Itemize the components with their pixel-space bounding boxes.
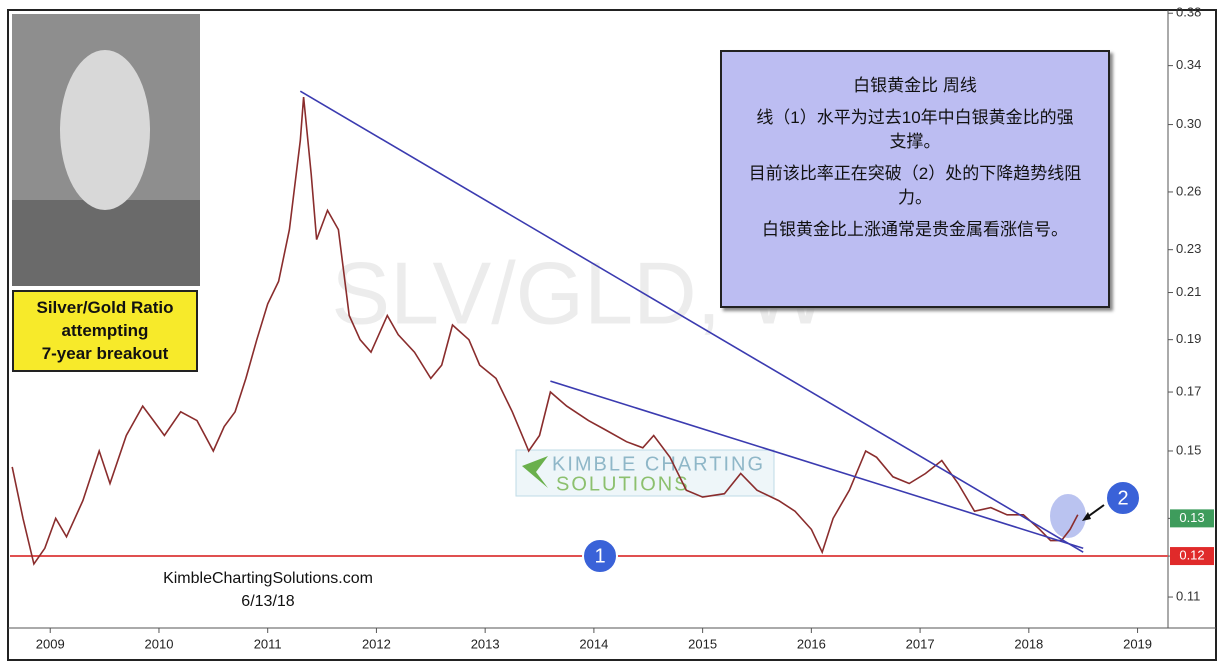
y-tick-label: 0.21 xyxy=(1176,284,1201,299)
logo-icon xyxy=(522,456,548,488)
trend-line xyxy=(299,90,1084,553)
note-line: 线（1）水平为过去10年中白银黄金比的强支撑。 xyxy=(756,108,1074,151)
x-tick-label: 2009 xyxy=(36,636,65,651)
y-tick-label: 0.26 xyxy=(1176,183,1201,198)
source: KimbleChartingSolutions.com xyxy=(163,570,373,587)
y-tick-label: 0.34 xyxy=(1176,57,1201,72)
y-tick-label: 0.17 xyxy=(1176,383,1201,398)
arrow-head xyxy=(1082,512,1091,521)
y-tick-label: 0.30 xyxy=(1176,116,1201,131)
x-tick-label: 2014 xyxy=(579,636,608,651)
photo-figure xyxy=(60,50,150,210)
photo-ground xyxy=(12,200,200,286)
y-tick-label: 0.23 xyxy=(1176,241,1201,256)
logo-box xyxy=(515,449,775,497)
note-line: 目前该比率正在突破（2）处的下降趋势线阻力。 xyxy=(748,164,1082,207)
highlight xyxy=(1050,494,1086,538)
price-tag-label: 0.12 xyxy=(1179,547,1204,562)
marker-label: 1 xyxy=(594,545,605,567)
frame xyxy=(7,9,1217,661)
x-tick-label: 2015 xyxy=(688,636,717,651)
x-tick-label: 2017 xyxy=(906,636,935,651)
x-tick-label: 2016 xyxy=(797,636,826,651)
price-tag-label: 0.13 xyxy=(1179,510,1204,525)
note-title: 白银黄金比 周线 xyxy=(853,76,977,95)
x-tick-label: 2013 xyxy=(471,636,500,651)
logo-text: SOLUTIONS xyxy=(556,473,690,495)
y-tick-label: 0.15 xyxy=(1176,442,1201,457)
x-tick-label: 2010 xyxy=(145,636,174,651)
logo-text: KIMBLE CHARTING xyxy=(552,453,765,475)
x-tick-label: 2012 xyxy=(362,636,391,651)
y-tick-label: 0.19 xyxy=(1176,331,1201,346)
x-tick-label: 2011 xyxy=(254,636,282,651)
y-tick-label: 0.38 xyxy=(1176,5,1201,20)
y-tick-label: 0.11 xyxy=(1176,588,1200,603)
trend-line xyxy=(550,380,1084,550)
note-box: 白银黄金比 周线 线（1）水平为过去10年中白银黄金比的强支撑。 目前该比率正在… xyxy=(720,50,1110,308)
marker xyxy=(1105,480,1141,516)
x-tick-label: 2019 xyxy=(1123,636,1152,651)
price-line xyxy=(11,97,1079,566)
badge-line: Silver/Gold Ratio xyxy=(36,298,174,317)
date: 6/13/18 xyxy=(241,593,294,610)
badge: Silver/Gold Ratio attempting 7-year brea… xyxy=(12,290,198,372)
badge-line: attempting xyxy=(61,321,149,340)
marker-label: 2 xyxy=(1117,487,1128,509)
price-tag xyxy=(1170,509,1214,528)
note-line: 白银黄金比上涨通常是贵金属看涨信号。 xyxy=(762,220,1068,239)
price-tag xyxy=(1170,547,1214,566)
marker xyxy=(582,538,618,574)
badge-line: 7-year breakout xyxy=(41,344,169,363)
x-tick-label: 2018 xyxy=(1014,636,1043,651)
